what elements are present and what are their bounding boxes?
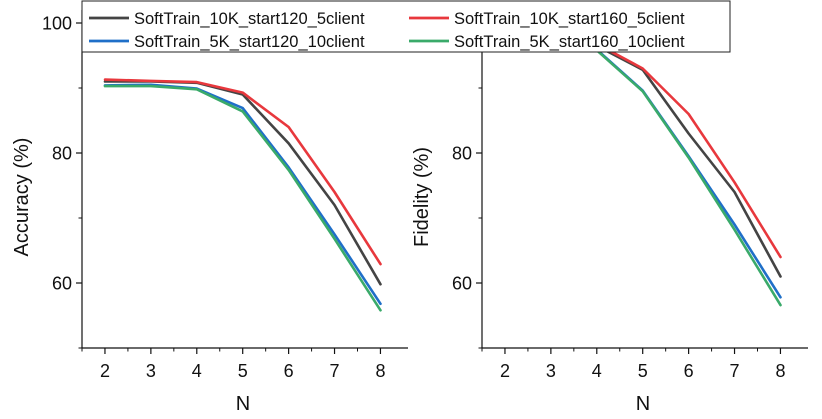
legend-label: SoftTrain_10K_start160_5client	[454, 10, 685, 28]
x-tick-label: 5	[238, 361, 248, 381]
series-line-softtrain-10k-start160-5client	[503, 26, 782, 259]
x-tick-label: 8	[775, 361, 785, 381]
chart-panel-2: 23456786080100NFidelity (%)	[411, 10, 808, 415]
series-line-softtrain-5k-start160-10client	[103, 84, 382, 312]
legend-label: SoftTrain_10K_start120_5client	[134, 10, 365, 28]
x-tick-label: 4	[192, 361, 202, 381]
series-line-softtrain-5k-start120-10client	[103, 83, 382, 306]
y-tick-label: 60	[452, 274, 472, 294]
y-axis-label: Accuracy (%)	[11, 138, 33, 257]
x-tick-label: 8	[375, 361, 385, 381]
x-tick-label: 2	[100, 361, 110, 381]
legend-item: SoftTrain_10K_start120_5client	[89, 10, 365, 28]
x-tick-label: 3	[546, 361, 556, 381]
x-tick-label: 2	[500, 361, 510, 381]
x-tick-label: 6	[684, 361, 694, 381]
x-tick-label: 7	[330, 361, 340, 381]
legend: SoftTrain_10K_start120_5client SoftTrain_…	[81, 0, 731, 53]
legend-item: SoftTrain_10K_start160_5client	[409, 10, 685, 28]
series-line-softtrain-10k-start160-5client	[103, 78, 382, 266]
y-tick-label: 80	[452, 144, 472, 164]
y-axis-label: Fidelity (%)	[411, 147, 433, 247]
x-tick-label: 7	[730, 361, 740, 381]
legend-item: SoftTrain_5K_start120_10client	[89, 33, 365, 51]
x-tick-label: 4	[592, 361, 602, 381]
x-axis-label: N	[636, 393, 650, 415]
y-tick-label: 80	[52, 144, 72, 164]
x-tick-label: 6	[284, 361, 294, 381]
y-tick-label: 60	[52, 274, 72, 294]
x-axis-label: N	[236, 393, 250, 415]
legend-label: SoftTrain_5K_start160_10client	[454, 33, 685, 51]
legend-box	[81, 0, 731, 53]
y-tick-label: 100	[42, 14, 72, 34]
legend-label: SoftTrain_5K_start120_10client	[134, 33, 365, 51]
series-line-softtrain-5k-start160-10client	[503, 31, 782, 307]
x-tick-label: 3	[146, 361, 156, 381]
chart-panel-1: 2 3 4 5 6 7 8 60 80 100 N Accuracy (%)	[11, 10, 408, 415]
legend-item: SoftTrain_5K_start160_10client	[409, 33, 685, 51]
x-tick-label: 5	[638, 361, 648, 381]
